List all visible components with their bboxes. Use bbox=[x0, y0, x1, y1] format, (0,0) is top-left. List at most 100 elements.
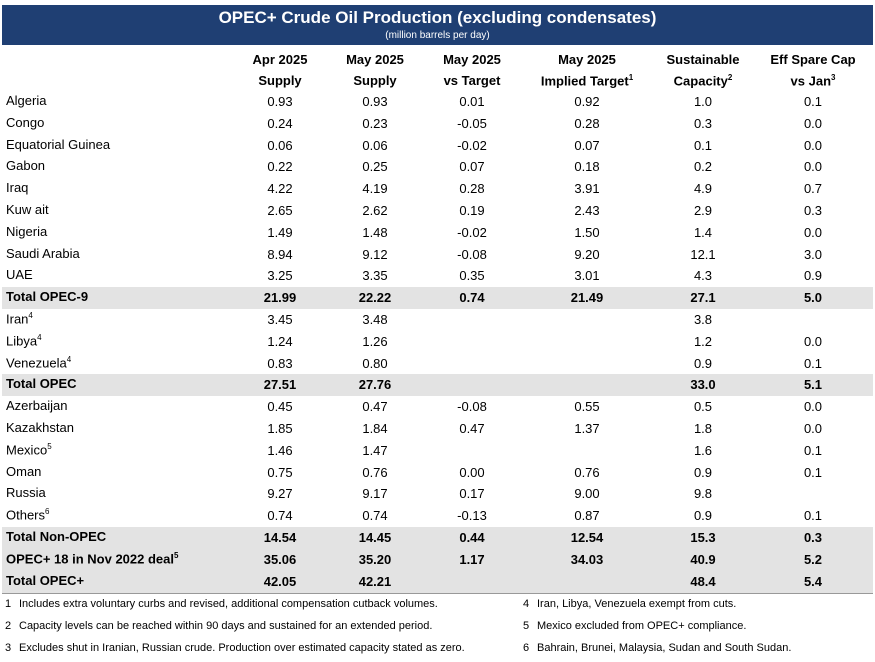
row-label: Libya4 bbox=[6, 333, 42, 348]
row-label-text: Total Non-OPEC bbox=[6, 529, 107, 544]
total-band bbox=[2, 287, 873, 310]
cell: 1.49 bbox=[267, 224, 293, 240]
row-label: Mexico5 bbox=[6, 442, 52, 457]
row-label: Saudi Arabia bbox=[6, 246, 80, 261]
cell: 1.17 bbox=[459, 551, 485, 567]
cell: 14.45 bbox=[358, 530, 392, 545]
cell: 0.93 bbox=[267, 94, 293, 109]
cell: 1.85 bbox=[267, 421, 293, 436]
footnote-text: Iran, Libya, Venezuela exempt from cuts. bbox=[537, 598, 737, 610]
cell: 0.87 bbox=[574, 508, 600, 524]
footnote-ref: 4 bbox=[37, 332, 42, 342]
cell: 0.47 bbox=[459, 421, 485, 436]
cell: 27.1 bbox=[690, 290, 716, 306]
row-label: Congo bbox=[6, 115, 44, 130]
column-header: Implied Target1 bbox=[527, 73, 647, 88]
cell: 0.0 bbox=[803, 421, 823, 436]
cell: 0.93 bbox=[362, 94, 388, 109]
row-label: Russia bbox=[6, 485, 46, 500]
subtitle: (million barrels per day) bbox=[385, 30, 490, 41]
cell: -0.13 bbox=[457, 508, 487, 524]
footnote-number: 2 bbox=[5, 620, 12, 632]
cell: 14.54 bbox=[263, 530, 297, 545]
column-header-text: Capacity bbox=[673, 73, 728, 89]
cell: 1.2 bbox=[693, 333, 713, 349]
cell: 0.74 bbox=[459, 290, 485, 306]
cell: 0.2 bbox=[693, 159, 713, 175]
column-header-text: Supply bbox=[353, 73, 397, 88]
cell: 3.0 bbox=[803, 246, 823, 262]
cell: 3.91 bbox=[574, 181, 600, 197]
cell: 35.20 bbox=[358, 551, 392, 567]
footnote-number: 6 bbox=[523, 642, 530, 654]
cell: 0.83 bbox=[267, 355, 293, 371]
cell: 0.9 bbox=[693, 508, 713, 524]
footnote-ref: 5 bbox=[174, 550, 179, 560]
cell: 34.03 bbox=[570, 551, 604, 567]
cell: 0.3 bbox=[803, 530, 823, 545]
cell: 1.26 bbox=[362, 333, 388, 349]
cell: 0.74 bbox=[362, 508, 388, 524]
row-label: UAE bbox=[6, 267, 33, 282]
column-header: Sustainable bbox=[666, 52, 740, 67]
cell: 2.43 bbox=[574, 203, 600, 218]
cell: 0.25 bbox=[362, 159, 388, 175]
cell: 0.24 bbox=[267, 115, 293, 131]
column-header-text: vs Jan bbox=[790, 73, 832, 89]
cell: 0.0 bbox=[803, 399, 823, 415]
column-header: Supply bbox=[220, 73, 340, 88]
title-bar bbox=[2, 5, 873, 45]
row-label: Kuw ait bbox=[6, 202, 49, 217]
column-header: May 2025 bbox=[558, 52, 616, 67]
cell: 0.0 bbox=[803, 224, 823, 240]
cell: 0.76 bbox=[574, 464, 600, 480]
cell: -0.02 bbox=[457, 224, 487, 240]
cell: 1.48 bbox=[362, 224, 388, 240]
row-label-text: Libya bbox=[6, 333, 38, 349]
cell: 3.35 bbox=[362, 268, 388, 284]
cell: 1.46 bbox=[267, 442, 293, 458]
cell: 0.06 bbox=[362, 137, 388, 153]
row-label-text: Venezuela bbox=[6, 354, 67, 370]
footnote-text: Excludes shut in Iranian, Russian crude.… bbox=[19, 642, 465, 654]
row-label-text: Azerbaijan bbox=[6, 398, 68, 414]
row-label-text: Total OPEC bbox=[6, 376, 77, 392]
row-label-text: Oman bbox=[6, 463, 42, 479]
row-label: Gabon bbox=[6, 158, 45, 173]
row-label-text: Iran bbox=[6, 311, 29, 327]
cell: 4.22 bbox=[267, 181, 293, 197]
cell: 4.19 bbox=[362, 181, 388, 197]
row-label-text: Iraq bbox=[6, 180, 29, 196]
cell: 5.2 bbox=[803, 551, 823, 567]
cell: 0.55 bbox=[574, 399, 600, 415]
row-label: Kazakhstan bbox=[6, 420, 74, 435]
cell: 0.0 bbox=[803, 333, 823, 349]
cell: 0.17 bbox=[459, 486, 485, 502]
cell: 0.1 bbox=[803, 355, 823, 371]
cell: 9.00 bbox=[574, 486, 600, 502]
row-label: Total OPEC-9 bbox=[6, 289, 88, 304]
row-label-text: Kuw ait bbox=[6, 202, 49, 217]
row-label-text: OPEC+ 18 in Nov 2022 deal bbox=[6, 551, 174, 567]
row-label-text: Others bbox=[6, 507, 46, 523]
cell: 12.1 bbox=[690, 246, 716, 262]
cell: 27.51 bbox=[263, 377, 297, 393]
title: OPEC+ Crude Oil Production (excluding co… bbox=[218, 8, 657, 27]
cell: -0.08 bbox=[457, 246, 487, 262]
cell: 4.3 bbox=[693, 268, 713, 284]
cell: 0.9 bbox=[693, 355, 713, 371]
row-label: Others6 bbox=[6, 507, 49, 522]
footnote-ref: 4 bbox=[66, 354, 72, 364]
footnote-ref: 3 bbox=[831, 73, 836, 82]
cell: 3.45 bbox=[267, 312, 293, 327]
cell: 5.4 bbox=[803, 573, 823, 589]
total-band bbox=[2, 527, 873, 549]
row-label-text: Nigeria bbox=[6, 223, 48, 239]
cell: 0.7 bbox=[803, 181, 823, 197]
footnote-number: 4 bbox=[523, 598, 530, 610]
row-label-text: Algeria bbox=[6, 93, 47, 108]
column-header: Supply bbox=[315, 73, 435, 88]
column-header-text: vs Target bbox=[443, 73, 501, 88]
cell: 0.9 bbox=[803, 268, 823, 284]
